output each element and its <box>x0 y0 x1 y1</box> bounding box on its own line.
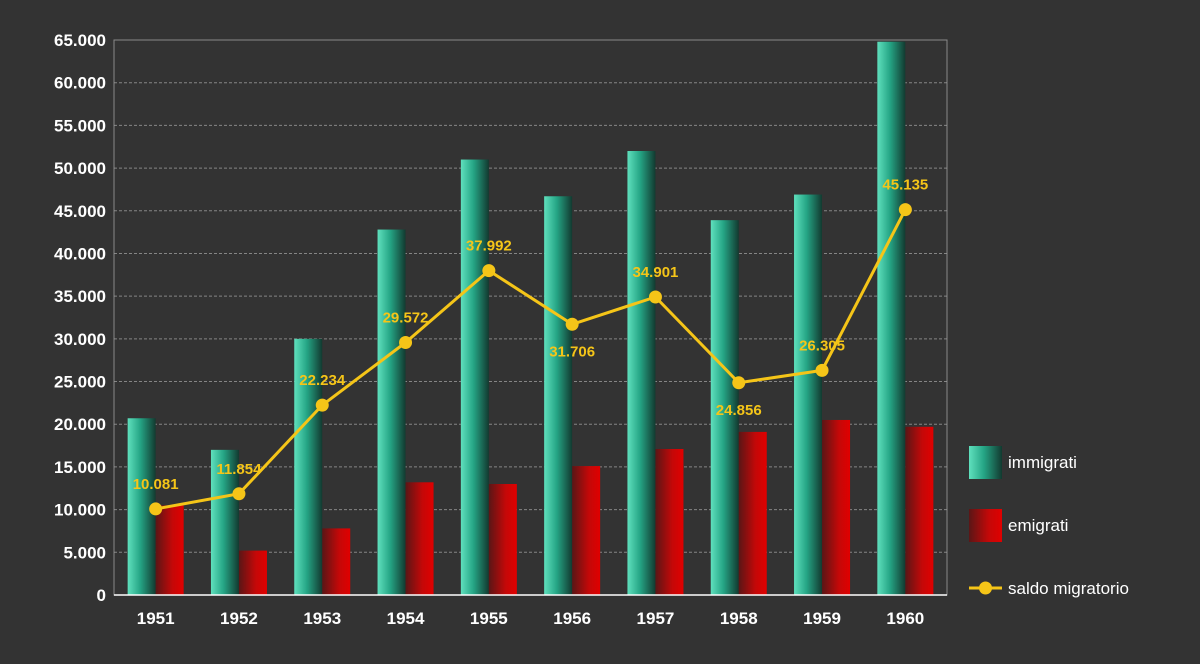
x-tick-label: 1953 <box>303 609 341 628</box>
saldo-point-1957 <box>648 290 662 304</box>
y-tick-label: 15.000 <box>54 458 106 477</box>
saldo-point-1952 <box>232 487 246 501</box>
saldo-label: 10.081 <box>133 476 179 493</box>
saldo-point-1960 <box>898 203 912 217</box>
bar-emigrati-1957 <box>655 448 684 595</box>
saldo-point-1954 <box>399 336 413 350</box>
bar-immigrati-1955 <box>460 159 489 596</box>
saldo-point-1953 <box>315 398 329 412</box>
bar-emigrati-1954 <box>405 482 434 595</box>
bar-emigrati-1960 <box>905 426 934 595</box>
y-tick-label: 60.000 <box>54 74 106 93</box>
bars <box>127 41 934 596</box>
saldo-label: 26.305 <box>799 337 845 354</box>
y-tick-label: 10.000 <box>54 501 106 520</box>
bar-emigrati-1951 <box>155 505 184 595</box>
saldo-label: 45.135 <box>882 177 928 194</box>
saldo-label: 34.901 <box>633 264 679 281</box>
x-tick-label: 1951 <box>137 609 175 628</box>
x-tick-label: 1959 <box>803 609 841 628</box>
bar-immigrati-1959 <box>794 194 823 596</box>
y-tick-label: 45.000 <box>54 202 106 221</box>
legend-label: saldo migratorio <box>1008 579 1129 598</box>
y-tick-label: 0 <box>97 586 106 605</box>
legend-label: emigrati <box>1008 516 1068 535</box>
saldo-label: 29.572 <box>383 310 429 327</box>
x-tick-label: 1954 <box>387 609 425 628</box>
saldo-point-1955 <box>482 264 496 278</box>
bar-emigrati-1953 <box>322 528 351 595</box>
bar-emigrati-1955 <box>488 484 517 595</box>
bar-immigrati-1954 <box>377 229 406 596</box>
saldo-point-1958 <box>732 376 746 390</box>
y-tick-label: 55.000 <box>54 116 106 135</box>
y-tick-label: 30.000 <box>54 330 106 349</box>
legend-label: immigrati <box>1008 453 1077 472</box>
legend-swatch-emigrati <box>969 509 1002 542</box>
legend: immigrati emigrati saldo migratorio <box>969 446 1129 598</box>
saldo-label: 31.706 <box>549 343 595 360</box>
x-tick-label: 1958 <box>720 609 758 628</box>
saldo-point-1951 <box>149 502 163 516</box>
bar-immigrati-1960 <box>877 41 906 595</box>
labels: 10.081 11.854 22.234 29.572 37.992 31.706 34.9… <box>133 177 929 493</box>
x-tick-label: 1957 <box>637 609 675 628</box>
bar-immigrati-1958 <box>710 220 739 595</box>
y-tick-label: 35.000 <box>54 287 106 306</box>
saldo-line-path <box>155 208 907 511</box>
saldo-label: 22.234 <box>299 372 346 389</box>
saldo-label: 24.856 <box>716 402 762 419</box>
x-tick-label: 1955 <box>470 609 508 628</box>
y-tick-label: 25.000 <box>54 373 106 392</box>
axes: 0 5.000 10.000 15.000 20.000 25.000 30.000 35.0… <box>54 31 947 628</box>
bar-emigrati-1958 <box>738 431 767 595</box>
legend-swatch-immigrati <box>969 446 1002 479</box>
x-tick-label: 1960 <box>886 609 924 628</box>
bar-emigrati-1959 <box>822 419 851 595</box>
bar-immigrati-1957 <box>627 151 656 595</box>
bar-emigrati-1952 <box>238 550 267 595</box>
y-tick-label: 5.000 <box>63 543 106 562</box>
y-tick-label: 50.000 <box>54 159 106 178</box>
y-tick-label: 65.000 <box>54 31 106 50</box>
x-tick-label: 1956 <box>553 609 591 628</box>
y-tick-label: 40.000 <box>54 244 106 263</box>
saldo-point-1956 <box>565 317 579 331</box>
bar-immigrati-1952 <box>210 449 239 595</box>
bar-immigrati-1953 <box>294 338 323 595</box>
saldo-point-1959 <box>815 363 829 377</box>
bar-immigrati-1956 <box>544 196 573 595</box>
saldo-line <box>149 203 912 516</box>
saldo-label: 11.854 <box>216 461 262 478</box>
saldo-label: 37.992 <box>466 238 512 255</box>
y-tick-label: 20.000 <box>54 415 106 434</box>
x-tick-label: 1952 <box>220 609 258 628</box>
legend-marker-saldo-migratorio <box>979 581 992 595</box>
bar-emigrati-1956 <box>572 466 601 595</box>
